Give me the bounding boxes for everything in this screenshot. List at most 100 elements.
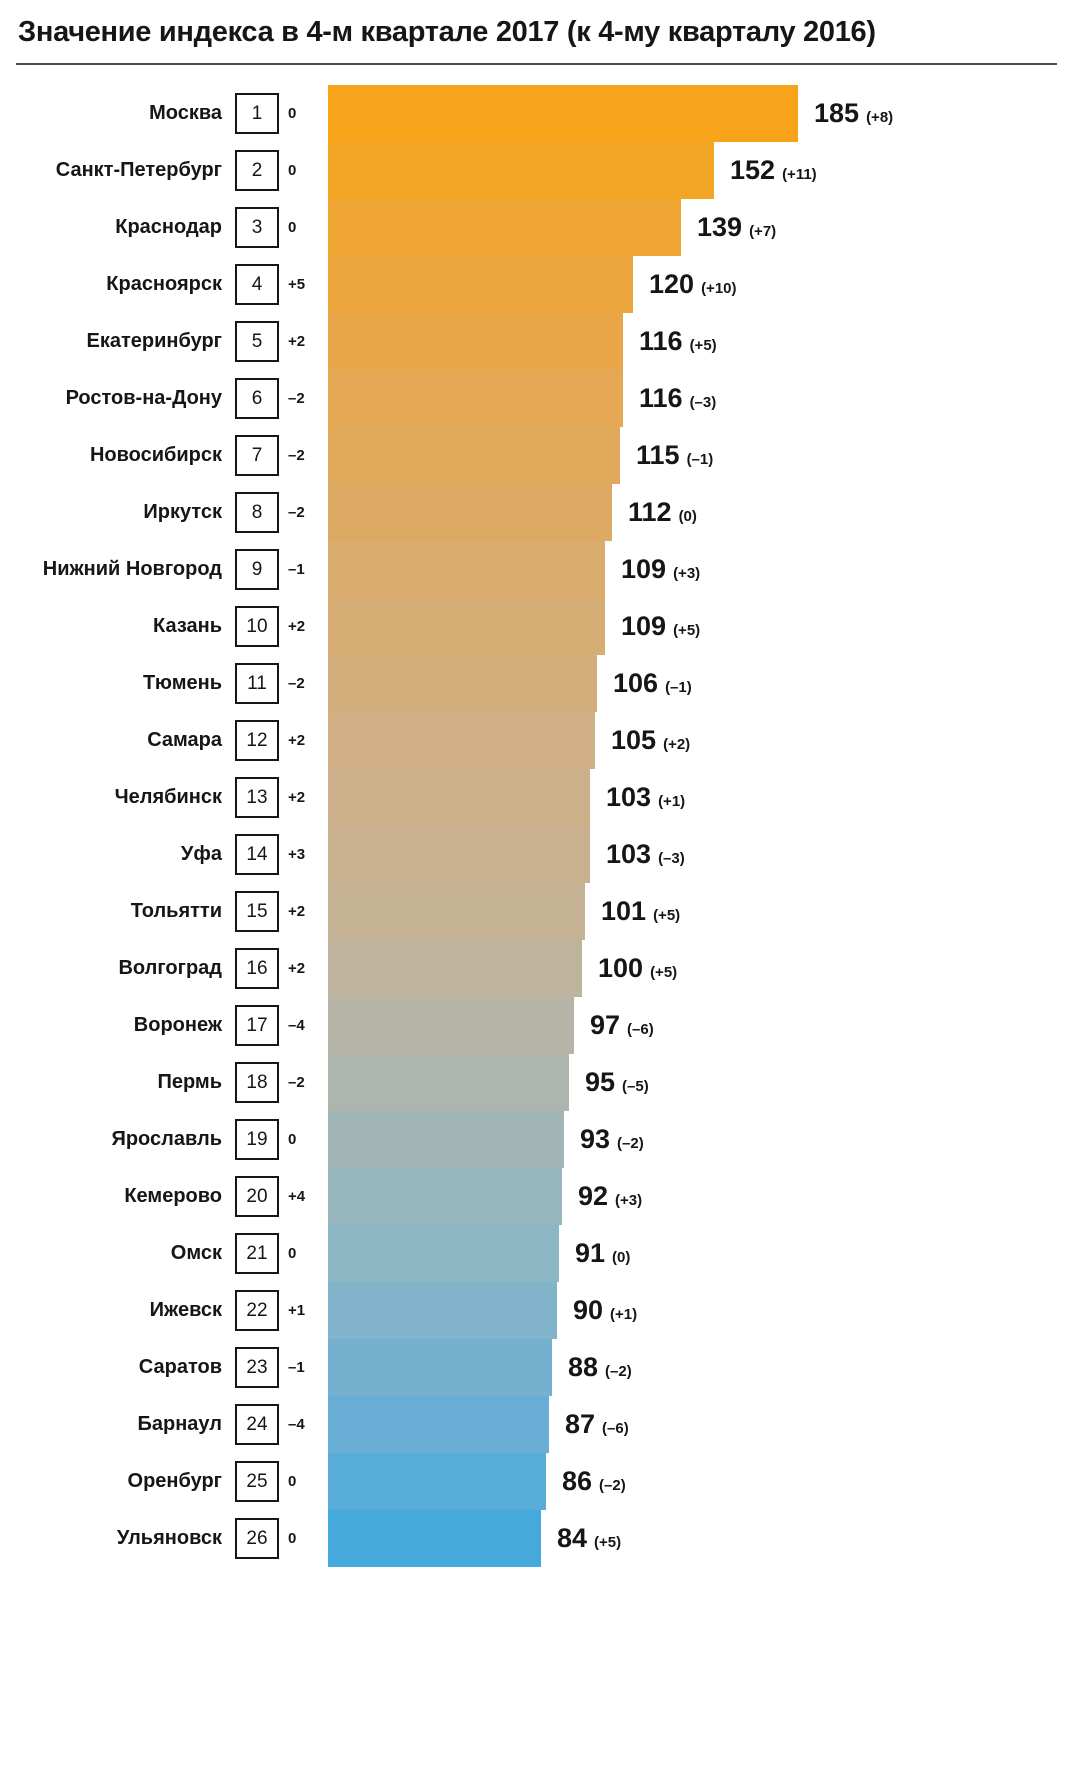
value-bar	[328, 712, 595, 769]
rank-number: 2	[251, 159, 263, 181]
city-label: Ульяновск	[116, 1527, 222, 1549]
rank-change: +2	[288, 960, 306, 977]
value-bar	[328, 85, 798, 142]
city-label: Ростов-на-Дону	[65, 387, 222, 409]
rank-box: 23	[235, 1347, 279, 1388]
value-number: 185	[814, 98, 860, 128]
value-delta: (–3)	[689, 394, 717, 411]
chart-row: Екатеринбург 5 +2 116 (+5)	[16, 313, 1057, 370]
bar-area: 116 (+5)	[328, 313, 1057, 370]
value-bar	[328, 1168, 562, 1225]
rank-box: 11	[235, 663, 279, 704]
value-bar	[328, 256, 633, 313]
rank-box: 15	[235, 891, 279, 932]
bar-area: 139 (+7)	[328, 199, 1057, 256]
city-label: Тюмень	[142, 672, 222, 694]
rank-change: –2	[288, 1074, 305, 1091]
value-label: 109 (+5)	[621, 611, 700, 642]
value-delta: (–1)	[686, 451, 714, 468]
chart-row: Челябинск 13 +2 103 (+1)	[16, 769, 1057, 826]
value-number: 116	[639, 326, 683, 356]
rank-box: 21	[235, 1233, 279, 1274]
value-delta: (–2)	[599, 1477, 626, 1494]
value-label: 88 (–2)	[568, 1352, 632, 1383]
city-label: Омск	[170, 1242, 222, 1264]
rank-number: 24	[246, 1413, 268, 1435]
value-number: 95	[585, 1067, 616, 1097]
rank-box: 9	[235, 549, 279, 590]
chart-row: Санкт-Петербург 2 0 152 (+11)	[16, 142, 1057, 199]
chart-rows: Москва 1 0 185 (+8) Санкт-Петербург 2 0 …	[16, 85, 1057, 1567]
bar-area: 101 (+5)	[328, 883, 1057, 940]
rank-box: 18	[235, 1062, 279, 1103]
rank-box: 19	[235, 1119, 279, 1160]
rank-number: 26	[246, 1527, 268, 1549]
rank-number: 21	[246, 1242, 268, 1264]
rank-number: 4	[251, 273, 263, 295]
value-label: 112 (0)	[628, 497, 697, 528]
rank-number: 17	[246, 1014, 268, 1036]
value-number: 115	[636, 440, 680, 470]
rank-number: 18	[246, 1071, 268, 1093]
value-number: 92	[578, 1181, 609, 1211]
city-label: Барнаул	[137, 1413, 222, 1435]
value-label: 91 (0)	[575, 1238, 630, 1269]
value-number: 84	[557, 1523, 588, 1553]
rank-number: 6	[251, 387, 263, 409]
city-label: Тольятти	[130, 900, 222, 922]
bar-area: 95 (–5)	[328, 1054, 1057, 1111]
value-delta: (–5)	[622, 1078, 649, 1095]
value-delta: (–6)	[627, 1021, 654, 1038]
value-number: 100	[598, 953, 644, 983]
value-bar	[328, 1111, 564, 1168]
value-label: 115 (–1)	[636, 440, 713, 471]
rank-box: 7	[235, 435, 279, 476]
rank-change: 0	[288, 105, 297, 122]
value-number: 116	[639, 383, 683, 413]
value-delta: (–2)	[617, 1135, 644, 1152]
rank-change: +2	[288, 618, 306, 635]
value-label: 103 (–3)	[606, 839, 685, 870]
value-bar	[328, 1510, 541, 1567]
city-label: Санкт-Петербург	[55, 159, 222, 181]
bar-area: 185 (+8)	[328, 85, 1057, 142]
rank-change: –2	[288, 675, 305, 692]
value-delta: (+7)	[749, 223, 777, 240]
city-label: Самара	[147, 729, 222, 751]
rank-change: 0	[288, 1245, 297, 1262]
bar-area: 84 (+5)	[328, 1510, 1057, 1567]
value-bar	[328, 370, 623, 427]
value-delta: (+3)	[615, 1192, 643, 1209]
bar-area: 106 (–1)	[328, 655, 1057, 712]
value-delta: (+5)	[594, 1534, 622, 1551]
chart-row: Ярославль 19 0 93 (–2)	[16, 1111, 1057, 1168]
rank-change: –4	[288, 1416, 305, 1433]
city-label: Казань	[153, 615, 222, 637]
chart-row: Омск 21 0 91 (0)	[16, 1225, 1057, 1282]
bar-area: 109 (+5)	[328, 598, 1057, 655]
value-bar	[328, 142, 714, 199]
value-number: 91	[575, 1238, 606, 1268]
rank-number: 5	[251, 330, 263, 352]
value-delta: (0)	[612, 1249, 631, 1266]
rank-box: 17	[235, 1005, 279, 1046]
value-label: 106 (–1)	[613, 668, 692, 699]
city-label: Кемерово	[124, 1185, 222, 1207]
value-label: 93 (–2)	[580, 1124, 644, 1155]
rank-box: 6	[235, 378, 279, 419]
value-delta: (–6)	[602, 1420, 629, 1437]
rank-number: 16	[246, 957, 268, 979]
value-delta: (+5)	[653, 907, 681, 924]
bar-area: 116 (–3)	[328, 370, 1057, 427]
bar-area: 100 (+5)	[328, 940, 1057, 997]
chart-row: Пермь 18 –2 95 (–5)	[16, 1054, 1057, 1111]
chart-row: Саратов 23 –1 88 (–2)	[16, 1339, 1057, 1396]
rank-box: 26	[235, 1518, 279, 1559]
rank-change: 0	[288, 1530, 297, 1547]
chart-row: Новосибирск 7 –2 115 (–1)	[16, 427, 1057, 484]
rank-change: 0	[288, 219, 297, 236]
value-label: 92 (+3)	[578, 1181, 642, 1212]
value-number: 109	[621, 554, 667, 584]
city-label: Челябинск	[114, 786, 222, 808]
rank-box: 25	[235, 1461, 279, 1502]
